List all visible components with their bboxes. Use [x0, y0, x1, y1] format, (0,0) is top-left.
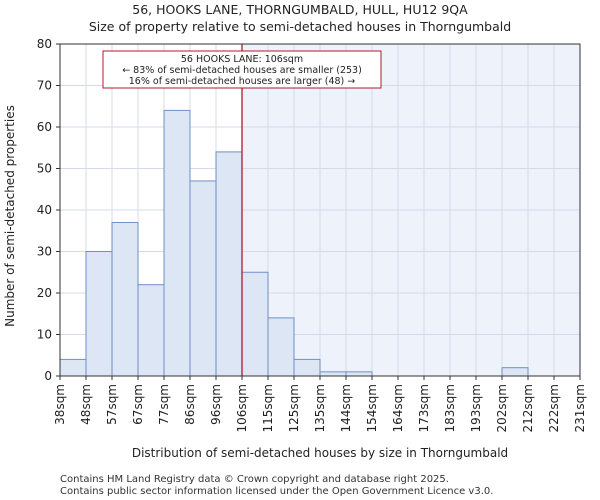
bar-77sqm	[163, 109, 191, 377]
bar-125sqm	[293, 358, 321, 377]
annotation-box: 56 HOOKS LANE: 106sqm ← 83% of semi-deta…	[102, 50, 382, 89]
x-tick-label: 57sqm	[105, 384, 119, 425]
x-tick-label: 48sqm	[79, 384, 93, 425]
x-tick-label: 212sqm	[521, 384, 535, 432]
y-tick-label: 20	[37, 286, 52, 300]
x-tick-label: 67sqm	[131, 384, 145, 425]
x-tick-label: 125sqm	[287, 384, 301, 432]
x-tick-label: 183sqm	[443, 384, 457, 432]
x-tick-labels: 38sqm 48sqm 57sqm 67sqm 77sqm 86sqm 96sqm 106sq…	[53, 376, 587, 432]
y-tick-label: 80	[37, 37, 52, 51]
bar-86sqm	[189, 180, 217, 377]
x-tick-label: 38sqm	[53, 384, 67, 425]
x-tick-label: 173sqm	[417, 384, 431, 432]
x-tick-label: 222sqm	[547, 384, 561, 432]
y-tick-label: 0	[44, 369, 52, 383]
y-tick-label: 70	[37, 79, 52, 93]
x-tick-label: 154sqm	[365, 384, 379, 432]
y-tick-label: 50	[37, 162, 52, 176]
x-tick-label: 193sqm	[469, 384, 483, 432]
bar-144sqm	[345, 371, 373, 377]
bar-115sqm	[267, 317, 295, 377]
bars-group	[59, 109, 529, 377]
bar-96sqm	[215, 151, 243, 377]
x-tick-label: 164sqm	[391, 384, 405, 432]
footer-line1: Contains HM Land Registry data © Crown c…	[60, 474, 449, 485]
x-tick-label: 115sqm	[261, 384, 275, 432]
y-tick-label: 40	[37, 203, 52, 217]
x-tick-label: 77sqm	[157, 384, 171, 425]
bar-106sqm	[241, 271, 269, 377]
x-tick-label: 86sqm	[183, 384, 197, 425]
x-tick-label: 202sqm	[495, 384, 509, 432]
footer-line2: Contains public sector information licen…	[60, 486, 493, 497]
y-axis-label: Number of semi-detached properties	[3, 105, 17, 327]
chart-title-line1: 56, HOOKS LANE, THORNGUMBALD, HULL, HU12…	[132, 2, 468, 17]
y-tick-label: 10	[37, 328, 52, 342]
bar-48sqm	[85, 251, 113, 377]
x-axis-label: Distribution of semi-detached houses by …	[132, 446, 508, 460]
x-tick-label: 231sqm	[573, 384, 587, 432]
y-tick-label: 30	[37, 245, 52, 259]
y-tick-labels: 0 10 20 30 40 50 60 70 80	[37, 37, 60, 383]
x-tick-label: 96sqm	[209, 384, 223, 425]
annotation-line1: 56 HOOKS LANE: 106sqm	[181, 54, 303, 65]
y-tick-label: 60	[37, 120, 52, 134]
bar-135sqm	[319, 371, 347, 377]
bar-57sqm	[111, 221, 139, 377]
annotation-line2: ← 83% of semi-detached houses are smalle…	[122, 65, 362, 76]
bar-202sqm	[501, 367, 529, 377]
x-tick-label: 106sqm	[235, 384, 249, 432]
x-tick-label: 135sqm	[313, 384, 327, 432]
bar-67sqm	[137, 284, 165, 377]
chart-title-line2: Size of property relative to semi-detach…	[89, 19, 511, 34]
annotation-line3: 16% of semi-detached houses are larger (…	[129, 76, 356, 87]
x-tick-label: 144sqm	[339, 384, 353, 432]
bar-38sqm	[59, 358, 87, 377]
